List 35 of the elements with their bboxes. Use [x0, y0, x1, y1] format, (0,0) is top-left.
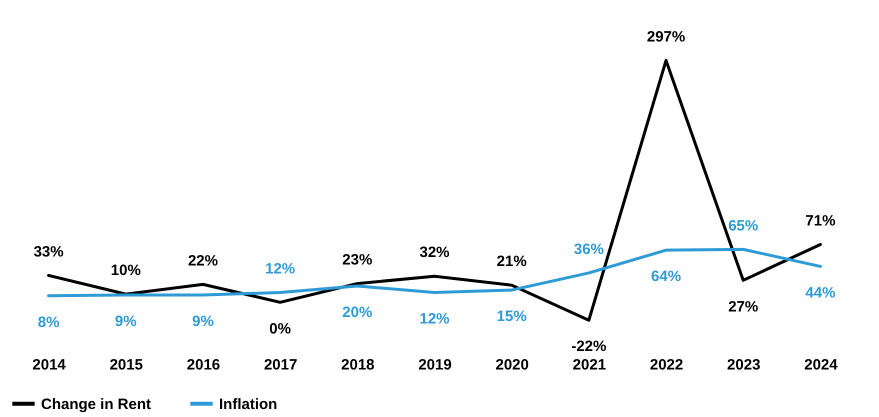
data-label: 9% — [192, 312, 214, 330]
data-label: 27% — [728, 298, 758, 316]
x-tick-label: 2014 — [32, 356, 66, 374]
data-label: 44% — [805, 284, 836, 302]
data-label: 33% — [34, 243, 64, 260]
data-label: 20% — [342, 304, 372, 321]
x-tick-label: 2020 — [495, 356, 529, 374]
data-label: 36% — [574, 240, 604, 258]
data-label: 8% — [38, 314, 60, 331]
x-tick-label: 2023 — [727, 356, 760, 374]
x-tick-label: 2024 — [804, 356, 838, 374]
x-tick-label: 2019 — [418, 356, 452, 374]
x-tick-label: 2022 — [650, 356, 684, 374]
legend-label: Change in Rent — [41, 396, 152, 413]
data-label: 22% — [188, 252, 218, 270]
data-label: 21% — [496, 253, 527, 270]
data-label: 65% — [728, 217, 758, 234]
x-tick-label: 2021 — [572, 356, 606, 374]
x-tick-label: 2015 — [110, 356, 143, 374]
data-label: 12% — [419, 310, 450, 328]
data-label: 297% — [646, 28, 686, 46]
data-label: 0% — [269, 320, 291, 338]
data-label: 15% — [496, 308, 527, 326]
data-label: -22% — [571, 338, 606, 356]
data-label: 23% — [342, 252, 372, 269]
data-label: 64% — [651, 268, 682, 286]
x-tick-label: 2018 — [341, 356, 375, 374]
legend-label: Inflation — [219, 396, 278, 413]
data-label: 32% — [419, 244, 450, 262]
x-tick-label: 2016 — [186, 356, 220, 374]
data-label: 10% — [110, 262, 141, 280]
data-label: 12% — [265, 260, 296, 278]
data-label: 71% — [805, 212, 836, 230]
data-label: 9% — [114, 312, 137, 330]
x-tick-label: 2017 — [264, 356, 298, 374]
